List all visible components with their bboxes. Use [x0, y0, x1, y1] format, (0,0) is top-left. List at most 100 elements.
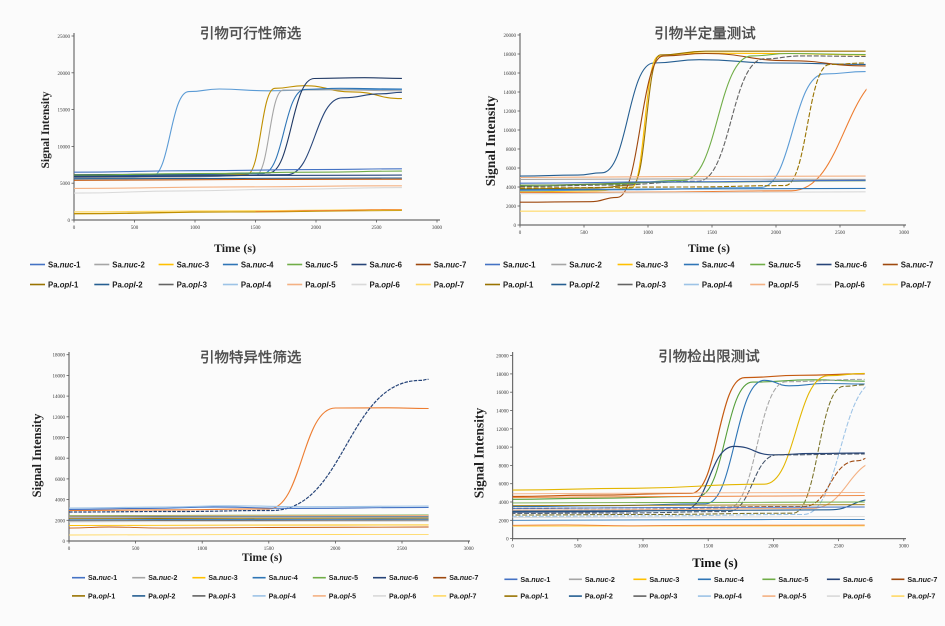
svg-text:16000: 16000 [496, 391, 509, 396]
svg-text:0: 0 [506, 538, 509, 543]
svg-text:Sa.nuc-3: Sa.nuc-3 [649, 575, 679, 584]
svg-text:1500: 1500 [264, 547, 275, 552]
svg-text:3000: 3000 [464, 547, 475, 552]
svg-text:6000: 6000 [499, 483, 510, 488]
svg-text:0: 0 [73, 226, 76, 231]
svg-text:Sa.nuc-6: Sa.nuc-6 [370, 260, 403, 269]
svg-text:2000: 2000 [55, 519, 66, 524]
svg-text:Sa.nuc-2: Sa.nuc-2 [569, 260, 602, 269]
svg-text:20000: 20000 [58, 72, 71, 77]
svg-text:12000: 12000 [504, 110, 517, 115]
svg-text:Pa.opl-2: Pa.opl-2 [148, 593, 175, 600]
svg-text:Pa.opl-7: Pa.opl-7 [449, 593, 476, 600]
svg-text:Sa.nuc-2: Sa.nuc-2 [148, 575, 177, 582]
svg-text:Signal Intensity: Signal Intensity [472, 408, 487, 499]
svg-text:20000: 20000 [496, 355, 509, 360]
svg-text:Pa.opl-2: Pa.opl-2 [569, 280, 600, 289]
svg-text:Time (s): Time (s) [688, 241, 730, 255]
svg-text:Pa.opl-6: Pa.opl-6 [843, 592, 871, 601]
svg-text:Sa.nuc-7: Sa.nuc-7 [907, 575, 937, 584]
svg-text:Sa.nuc-6: Sa.nuc-6 [389, 575, 418, 582]
svg-text:500: 500 [132, 547, 140, 552]
svg-text:Sa.nuc-1: Sa.nuc-1 [48, 260, 81, 269]
svg-text:Sa.nuc-2: Sa.nuc-2 [112, 260, 145, 269]
svg-text:14000: 14000 [504, 91, 517, 96]
svg-text:15000: 15000 [58, 109, 71, 114]
svg-text:2000: 2000 [771, 231, 782, 236]
svg-text:Pa.opl-5: Pa.opl-5 [778, 592, 806, 601]
svg-text:18000: 18000 [53, 354, 66, 359]
svg-text:5000: 5000 [60, 182, 71, 187]
svg-text:Sa.nuc-5: Sa.nuc-5 [305, 260, 338, 269]
svg-text:Sa.nuc-4: Sa.nuc-4 [702, 260, 735, 269]
svg-text:1500: 1500 [707, 231, 718, 236]
svg-text:2500: 2500 [397, 547, 408, 552]
svg-text:10000: 10000 [53, 437, 66, 442]
svg-text:Sa.nuc-3: Sa.nuc-3 [177, 260, 210, 269]
svg-text:Pa.opl-4: Pa.opl-4 [702, 280, 733, 289]
svg-text:Signal Intensity: Signal Intensity [483, 96, 498, 187]
svg-text:500: 500 [580, 231, 588, 236]
svg-text:Sa.nuc-7: Sa.nuc-7 [434, 260, 467, 269]
svg-text:Pa.opl-3: Pa.opl-3 [208, 593, 235, 600]
svg-text:0: 0 [519, 231, 522, 236]
svg-text:Sa.nuc-7: Sa.nuc-7 [449, 575, 478, 582]
svg-text:3000: 3000 [899, 231, 910, 236]
svg-text:3000: 3000 [899, 545, 910, 550]
svg-text:Sa.nuc-4: Sa.nuc-4 [714, 575, 744, 584]
svg-text:8000: 8000 [506, 148, 517, 153]
svg-text:Time (s): Time (s) [242, 552, 283, 564]
svg-text:16000: 16000 [504, 72, 517, 77]
svg-text:0: 0 [68, 547, 71, 552]
svg-text:Sa.nuc-5: Sa.nuc-5 [778, 575, 808, 584]
svg-text:Pa.opl-1: Pa.opl-1 [503, 280, 534, 289]
svg-text:1000: 1000 [643, 231, 654, 236]
svg-text:Pa.opl-2: Pa.opl-2 [585, 592, 613, 601]
svg-text:Pa.opl-4: Pa.opl-4 [269, 593, 296, 600]
svg-text:18000: 18000 [496, 373, 509, 378]
svg-text:8000: 8000 [55, 457, 66, 462]
svg-text:Pa.opl-5: Pa.opl-5 [329, 593, 356, 600]
svg-text:0: 0 [63, 540, 66, 545]
svg-text:16000: 16000 [53, 374, 66, 379]
svg-text:Pa.opl-3: Pa.opl-3 [636, 280, 667, 289]
svg-text:4000: 4000 [499, 501, 510, 506]
svg-text:Pa.opl-7: Pa.opl-7 [907, 592, 935, 601]
svg-text:Pa.opl-7: Pa.opl-7 [901, 280, 931, 289]
svg-text:2000: 2000 [768, 545, 779, 550]
svg-text:Sa.nuc-5: Sa.nuc-5 [329, 575, 358, 582]
svg-text:Pa.opl-1: Pa.opl-1 [520, 592, 548, 601]
svg-text:Pa.opl-5: Pa.opl-5 [768, 280, 799, 289]
svg-text:12000: 12000 [53, 416, 66, 421]
svg-text:20000: 20000 [504, 34, 517, 39]
svg-text:Sa.nuc-1: Sa.nuc-1 [88, 575, 117, 582]
svg-text:14000: 14000 [496, 410, 509, 415]
svg-text:Sa.nuc-5: Sa.nuc-5 [768, 260, 801, 269]
svg-text:Pa.opl-7: Pa.opl-7 [434, 280, 464, 289]
svg-text:Signal Intensity: Signal Intensity [30, 413, 44, 497]
svg-text:Sa.nuc-4: Sa.nuc-4 [269, 575, 298, 582]
svg-text:Time (s): Time (s) [692, 555, 738, 570]
svg-text:6000: 6000 [506, 167, 517, 172]
svg-text:10000: 10000 [58, 145, 71, 150]
svg-text:Sa.nuc-6: Sa.nuc-6 [835, 260, 868, 269]
svg-text:14000: 14000 [53, 395, 66, 400]
svg-text:2500: 2500 [835, 231, 846, 236]
svg-text:10000: 10000 [496, 446, 509, 451]
svg-text:Sa.nuc-6: Sa.nuc-6 [843, 575, 873, 584]
svg-text:1500: 1500 [251, 226, 262, 231]
svg-text:0: 0 [514, 224, 517, 229]
svg-text:500: 500 [131, 226, 139, 231]
svg-text:Pa.opl-1: Pa.opl-1 [88, 593, 115, 600]
svg-text:Sa.nuc-1: Sa.nuc-1 [520, 575, 550, 584]
svg-text:Pa.opl-6: Pa.opl-6 [389, 593, 416, 600]
svg-text:Pa.opl-3: Pa.opl-3 [649, 592, 677, 601]
svg-text:Sa.nuc-4: Sa.nuc-4 [241, 260, 274, 269]
svg-text:4000: 4000 [506, 186, 517, 191]
svg-text:2000: 2000 [311, 226, 322, 231]
svg-text:2500: 2500 [372, 226, 383, 231]
svg-text:2000: 2000 [499, 519, 510, 524]
svg-text:10000: 10000 [504, 129, 517, 134]
svg-text:Pa.opl-1: Pa.opl-1 [48, 280, 79, 289]
svg-text:Sa.nuc-3: Sa.nuc-3 [208, 575, 237, 582]
